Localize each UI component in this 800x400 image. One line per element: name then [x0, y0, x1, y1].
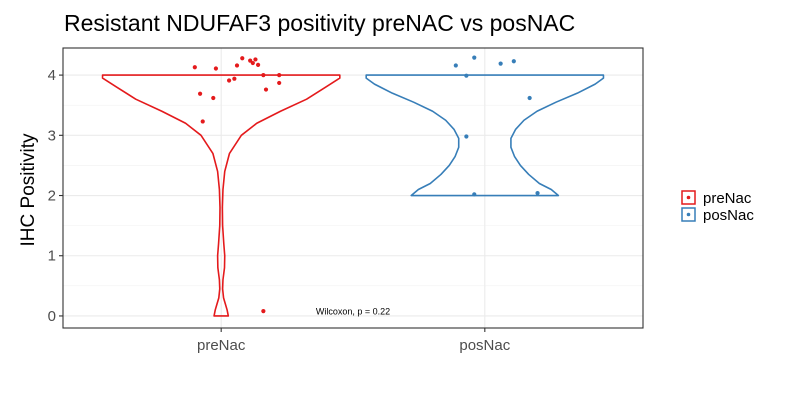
- y-tick-label: 3: [48, 127, 56, 144]
- point-preNac: [263, 87, 269, 92]
- point-preNac: [250, 60, 255, 66]
- y-tick-label: 1: [48, 248, 56, 265]
- point-posNac: [511, 59, 516, 64]
- point-preNac: [234, 63, 240, 68]
- y-tick-label: 0: [48, 308, 56, 325]
- point-preNac: [226, 78, 232, 83]
- point-preNac: [197, 91, 203, 96]
- panel-border: [62, 47, 644, 329]
- violin-posNac: [365, 74, 605, 197]
- point-preNac: [255, 62, 261, 67]
- y-tick-label: 4: [48, 67, 56, 84]
- violin-preNac: [101, 74, 341, 317]
- point-preNac: [192, 65, 197, 70]
- panel-background: [63, 48, 643, 328]
- legend-dot-posNac: [686, 212, 691, 217]
- point-posNac: [464, 73, 469, 78]
- point-preNac: [261, 72, 266, 78]
- point-preNac: [277, 80, 282, 86]
- point-posNac: [498, 61, 503, 66]
- legend-label-posNac: posNac: [703, 207, 754, 224]
- point-preNac: [213, 66, 219, 71]
- plot-panel: Wilcoxon, p = 0.22 0 1 2 3 4 preNac posNac: [48, 47, 644, 354]
- point-preNac: [211, 95, 216, 101]
- point-preNac: [200, 119, 205, 124]
- point-preNac: [277, 72, 282, 78]
- chart-title: Resistant NDUFAF3 positivity preNAC vs p…: [64, 10, 575, 36]
- point-posNac: [527, 95, 532, 101]
- point-posNac: [472, 55, 477, 60]
- point-posNac: [464, 134, 469, 139]
- x-tick-label: posNac: [459, 337, 510, 354]
- point-preNac: [261, 309, 266, 314]
- point-posNac: [472, 192, 477, 197]
- x-tick-label: preNac: [197, 337, 246, 354]
- point-preNac: [240, 56, 245, 61]
- point-posNac: [535, 191, 540, 196]
- legend-dot-preNac: [686, 195, 691, 200]
- point-preNac: [253, 57, 258, 62]
- point-preNac: [232, 76, 237, 81]
- y-tick-label: 2: [48, 188, 56, 205]
- legend-label-preNac: preNac: [703, 190, 752, 207]
- annotation-text: Wilcoxon, p = 0.22: [316, 307, 390, 317]
- point-posNac: [453, 63, 458, 68]
- y-axis-title: IHC Positivity: [18, 133, 39, 246]
